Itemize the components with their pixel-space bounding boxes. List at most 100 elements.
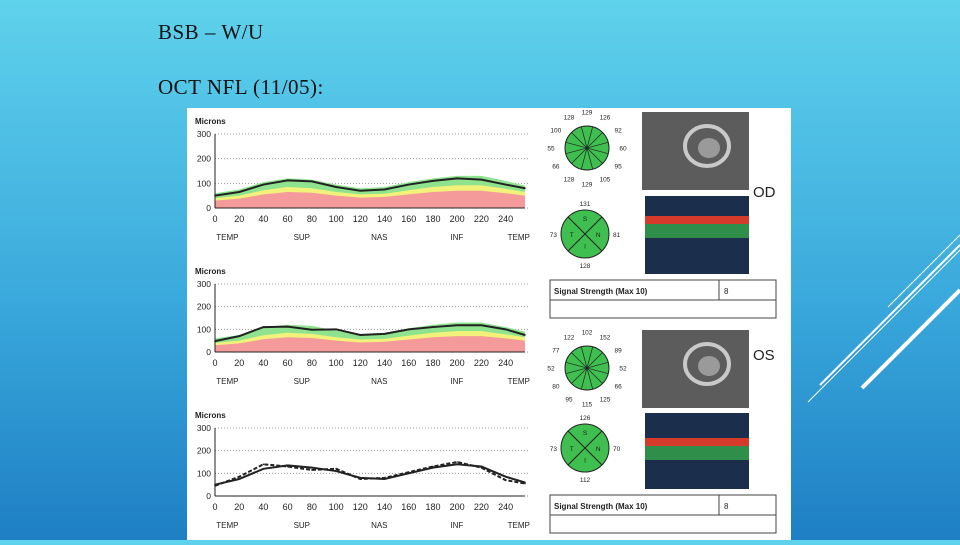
clock-value: 95 bbox=[615, 164, 623, 171]
data-point bbox=[504, 328, 507, 331]
data-point bbox=[238, 191, 241, 193]
quadrant-letter: N bbox=[596, 446, 601, 453]
oct-report: Microns 300 200 100 0 0 20 40 60 80 100 120 140 160 18… bbox=[187, 108, 791, 540]
data-point bbox=[480, 324, 483, 327]
clock-value: 126 bbox=[600, 114, 611, 121]
quadrant-value-inferior: 128 bbox=[580, 263, 591, 270]
x-tick-label: 0 bbox=[212, 502, 217, 512]
y-tick-label: 100 bbox=[197, 324, 211, 334]
quadrant-letter: I bbox=[584, 457, 586, 464]
x-tick-label: 100 bbox=[329, 214, 344, 224]
x-tick-label: 220 bbox=[474, 358, 489, 368]
clock-value: 66 bbox=[615, 384, 623, 391]
y-tick-label: 300 bbox=[197, 423, 211, 433]
x-tick-label: 220 bbox=[474, 214, 489, 224]
data-point bbox=[311, 328, 313, 331]
y-tick-label: 0 bbox=[206, 203, 211, 213]
region-label: NAS bbox=[371, 521, 387, 530]
clock-value: 100 bbox=[550, 128, 561, 135]
os-thickness-chart: Microns 300 200 100 00 20 40 60 80 100 120 140 160 18… bbox=[195, 267, 530, 386]
clock-value: 95 bbox=[565, 397, 573, 404]
clock-value: 129 bbox=[582, 182, 593, 189]
region-label: SUP bbox=[294, 233, 310, 242]
quadrant-letter: T bbox=[570, 446, 574, 453]
quadrant-value-superior: 126 bbox=[580, 415, 591, 422]
quadrant-letter: S bbox=[583, 430, 588, 437]
data-point bbox=[456, 461, 458, 463]
clock-value: 55 bbox=[547, 146, 555, 153]
clock-value: 152 bbox=[600, 334, 611, 341]
x-tick-label: 40 bbox=[258, 214, 268, 224]
clock-value: 129 bbox=[582, 110, 593, 117]
slide-subtitle: OCT NFL (11/05): bbox=[158, 75, 324, 99]
data-point bbox=[456, 177, 458, 180]
quadrant-value-nasal: 70 bbox=[613, 446, 621, 453]
x-tick-label: 140 bbox=[377, 358, 392, 368]
data-point bbox=[286, 179, 289, 182]
region-label: SUP bbox=[294, 377, 310, 386]
od-signal-label: Signal Strength (Max 10) bbox=[554, 287, 648, 296]
data-point bbox=[407, 328, 410, 331]
x-tick-label: 240 bbox=[498, 214, 513, 224]
data-point bbox=[383, 188, 386, 191]
clock-value: 122 bbox=[564, 334, 575, 341]
os-tomogram-nfl bbox=[645, 438, 749, 446]
x-tick-label: 80 bbox=[307, 358, 317, 368]
region-label: SUP bbox=[294, 521, 310, 530]
clock-value: 128 bbox=[564, 114, 575, 121]
data-point bbox=[407, 471, 410, 474]
os-quadrant-map: S N I T 126 70 112 73 bbox=[550, 415, 621, 484]
region-label: NAS bbox=[371, 377, 387, 386]
data-point bbox=[311, 180, 313, 183]
data-point bbox=[504, 475, 507, 478]
x-tick-label: 40 bbox=[258, 502, 268, 512]
data-point bbox=[456, 324, 458, 327]
quadrant-divider bbox=[567, 430, 603, 466]
data-point bbox=[432, 465, 434, 468]
deco-line-3 bbox=[807, 249, 960, 403]
x-tick-label: 180 bbox=[425, 358, 440, 368]
x-tick-label: 40 bbox=[258, 358, 268, 368]
clock-value: 52 bbox=[619, 366, 627, 373]
x-tick-label: 20 bbox=[234, 358, 244, 368]
data-point bbox=[335, 468, 337, 470]
clock-value: 128 bbox=[564, 177, 575, 184]
quadrant-value-inferior: 112 bbox=[580, 477, 591, 484]
x-tick-label: 240 bbox=[498, 502, 513, 512]
x-tick-label: 200 bbox=[450, 358, 465, 368]
deco-line-1 bbox=[887, 234, 960, 308]
series-line bbox=[214, 460, 526, 487]
data-point bbox=[480, 465, 483, 468]
clock-value: 92 bbox=[615, 128, 623, 135]
abnormal-band-red bbox=[215, 190, 525, 208]
y-tick-label: 0 bbox=[206, 347, 211, 357]
x-tick-label: 0 bbox=[212, 358, 217, 368]
quadrant-value-temporal: 73 bbox=[550, 446, 558, 453]
od-signal-value: 8 bbox=[724, 287, 729, 296]
data-point bbox=[238, 335, 241, 337]
x-tick-label: 160 bbox=[401, 358, 416, 368]
x-tick-label: 120 bbox=[353, 502, 368, 512]
region-label: INF bbox=[450, 233, 463, 242]
od-thickness-chart: Microns 300 200 100 00 20 40 60 80 100 120 140 160 18… bbox=[195, 117, 530, 242]
x-tick-label: 20 bbox=[234, 502, 244, 512]
os-signal-row-2 bbox=[549, 514, 777, 534]
os-tomogram-layer bbox=[645, 446, 749, 460]
data-point bbox=[524, 481, 526, 484]
data-point bbox=[262, 326, 265, 328]
data-point bbox=[359, 334, 362, 336]
y-axis-label: Microns bbox=[195, 117, 226, 126]
clock-value: 105 bbox=[600, 177, 611, 184]
region-label: NAS bbox=[371, 233, 387, 242]
od-fundus-image bbox=[642, 112, 749, 190]
os-scan-circle bbox=[683, 342, 731, 386]
quadrant-letter: T bbox=[570, 232, 574, 239]
quadrant-value-superior: 131 bbox=[580, 201, 591, 208]
data-point bbox=[524, 482, 526, 485]
y-tick-label: 100 bbox=[197, 468, 211, 478]
clock-value: 115 bbox=[582, 402, 593, 409]
clock-value: 52 bbox=[547, 366, 555, 373]
od-eye-label: OD bbox=[753, 184, 776, 201]
